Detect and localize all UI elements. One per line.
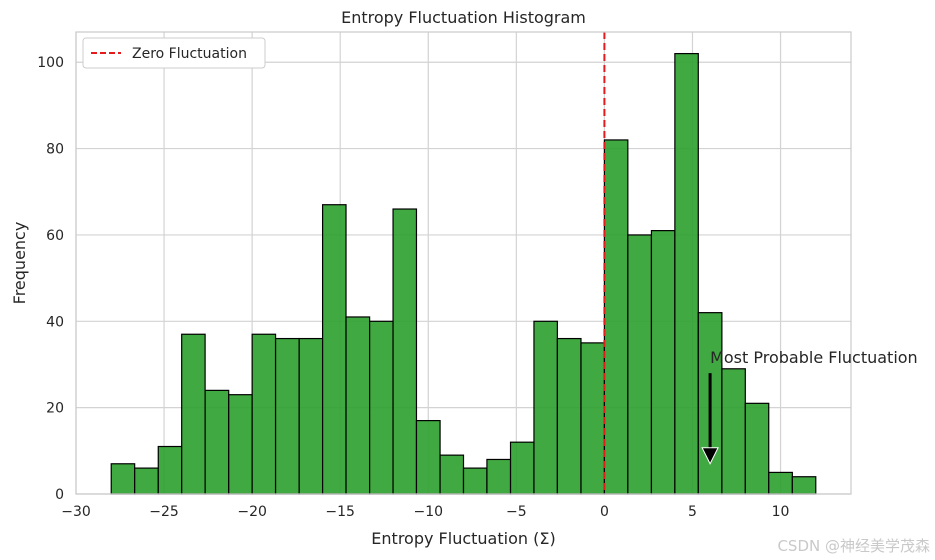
x-tick-label: −30 [61, 504, 91, 520]
histogram-bar [157, 445, 183, 495]
histogram-bar [439, 454, 465, 495]
x-tick-label: 5 [688, 504, 697, 520]
x-tick-label: −5 [506, 504, 527, 520]
histogram-bar [415, 419, 441, 495]
histogram-bar [721, 368, 746, 495]
annotation: Most Probable Fluctuation [701, 348, 918, 465]
x-tick-label: 0 [600, 504, 609, 520]
histogram-bar [321, 204, 347, 495]
y-tick-label: 20 [46, 401, 64, 417]
histogram-bar [674, 52, 699, 495]
x-tick-labels: −30 −25 −20 −15 −10 −5 0 5 10 [61, 504, 789, 520]
x-tick-label: −25 [149, 504, 179, 520]
y-axis-label: Frequency [10, 222, 29, 305]
histogram-bars [110, 52, 817, 495]
y-tick-label: 0 [55, 487, 64, 503]
x-tick-label: −10 [413, 504, 443, 520]
histogram-bar [204, 389, 230, 495]
histogram-bar [509, 441, 535, 495]
histogram-bar [791, 476, 817, 495]
x-tick-label: −20 [237, 504, 267, 520]
histogram-bar [650, 230, 676, 495]
x-axis-label: Entropy Fluctuation (Σ) [371, 529, 555, 548]
y-tick-label: 60 [46, 228, 64, 244]
histogram-bar [228, 394, 253, 495]
histogram-bar [181, 333, 206, 495]
histogram-bar [345, 316, 371, 495]
x-tick-label: −15 [325, 504, 355, 520]
y-tick-label: 100 [37, 55, 64, 71]
legend: Zero Fluctuation [82, 37, 266, 69]
histogram-bar [251, 333, 277, 495]
histogram-bar [556, 337, 582, 495]
y-tick-label: 40 [46, 314, 64, 330]
y-tick-label: 80 [46, 142, 64, 158]
histogram-bar [603, 139, 629, 495]
legend-label: Zero Fluctuation [132, 46, 247, 62]
annotation-text: Most Probable Fluctuation [710, 348, 918, 367]
histogram-bar [580, 342, 606, 495]
histogram-bar [744, 402, 770, 495]
histogram-bar [627, 234, 653, 495]
histogram-bar [298, 337, 324, 495]
histogram-bar [768, 471, 793, 495]
legend-box [82, 37, 266, 69]
histogram-bar [274, 337, 300, 495]
plot-frame [75, 31, 852, 495]
histogram-bar [486, 458, 512, 495]
watermark-text: CSDN @神经美学茂森 [777, 537, 930, 555]
y-tick-labels: 0 20 40 60 80 100 [37, 55, 64, 503]
histogram-bar [134, 467, 159, 495]
histogram-bar [369, 320, 394, 495]
x-tick-label: 10 [772, 504, 790, 520]
histogram-bar [462, 467, 488, 495]
chart-title: Entropy Fluctuation Histogram [341, 8, 586, 27]
histogram-bar [533, 320, 558, 495]
histogram-bar [110, 463, 136, 495]
annotation-arrow-head-icon [701, 447, 719, 465]
histogram-bar [392, 208, 418, 495]
